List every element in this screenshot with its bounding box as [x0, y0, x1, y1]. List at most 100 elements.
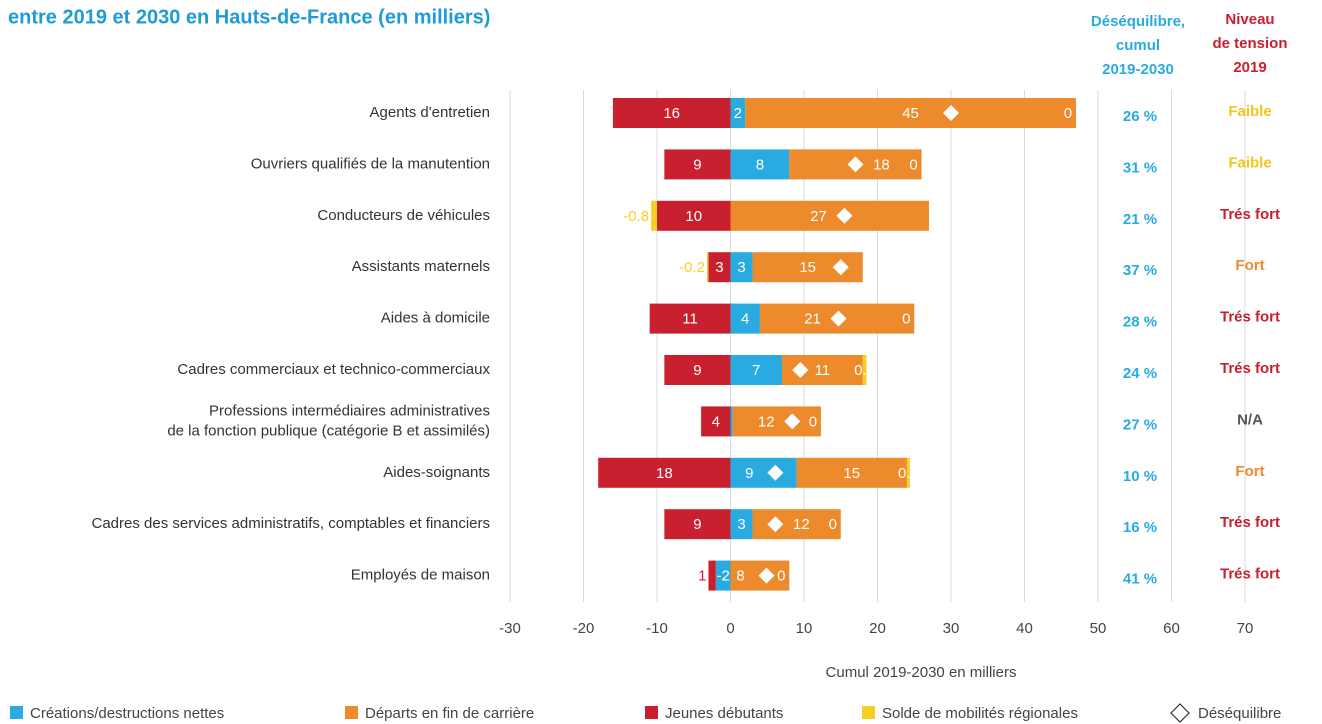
- bar-segment: [906, 457, 910, 488]
- imbalance-value: 10 %: [1123, 468, 1157, 485]
- data-label: 12: [793, 516, 810, 533]
- data-label: 9: [693, 362, 701, 379]
- data-label: 1: [698, 568, 706, 585]
- legend-swatch: [1170, 703, 1190, 723]
- data-label: 15: [799, 259, 816, 276]
- data-label: 3: [737, 516, 745, 533]
- data-label: 21: [804, 311, 821, 328]
- imbalance-marker: [836, 207, 853, 224]
- legend-label: Solde de mobilités régionales: [882, 705, 1078, 722]
- data-label: 3: [715, 259, 723, 276]
- chart-title: entre 2019 et 2030 en Hauts-de-France (e…: [8, 6, 490, 28]
- imbalance-marker: [847, 156, 864, 173]
- data-label: -0.8: [623, 208, 649, 225]
- tension-value: Fort: [1235, 463, 1264, 480]
- x-tick-label: 10: [796, 620, 813, 637]
- legend-label: Départs en fin de carrière: [365, 705, 534, 722]
- bar-segment: [752, 509, 841, 540]
- data-label: 0: [902, 311, 910, 328]
- data-label: -0.2: [679, 259, 705, 276]
- tension-value: Trés fort: [1220, 206, 1280, 223]
- y-tick-label: Cadres des services administratifs, comp…: [92, 515, 491, 532]
- bar-segment: [730, 457, 797, 488]
- y-tick-label: Agents d'entretien: [370, 104, 490, 121]
- tension-value: Fort: [1235, 257, 1264, 274]
- bar-segment: [701, 406, 731, 437]
- legend-label: Jeunes débutants: [665, 705, 783, 722]
- bar-segment: [651, 200, 657, 231]
- data-label: 16: [663, 105, 680, 122]
- data-label: 10: [685, 208, 702, 225]
- y-tick-label: Employés de maison: [351, 567, 490, 584]
- data-label: 0.5: [854, 362, 875, 379]
- imbalance-value: 26 %: [1123, 108, 1157, 125]
- bar-segment: [664, 149, 731, 180]
- imbalance-value: 27 %: [1123, 416, 1157, 433]
- data-label: 9: [693, 516, 701, 533]
- data-label: 0: [1064, 105, 1072, 122]
- imbalance-marker: [767, 516, 784, 533]
- data-label: 9: [693, 156, 701, 173]
- data-label: 0: [809, 413, 817, 430]
- tension-value: Trés fort: [1220, 566, 1280, 583]
- bar-segment: [730, 98, 746, 128]
- x-axis-label: Cumul 2019-2030 en milliers: [826, 664, 1017, 681]
- data-label: 3: [737, 259, 745, 276]
- imbalance-value: 28 %: [1123, 314, 1157, 331]
- bar-segment: [862, 355, 867, 385]
- y-tick-label: Aides à domicile: [381, 310, 490, 327]
- data-label: 8: [736, 568, 744, 585]
- imbalance-value: 16 %: [1123, 519, 1157, 536]
- y-tick-label: Cadres commerciaux et technico-commercia…: [177, 361, 490, 378]
- column-header: Déséquilibre,: [1091, 13, 1185, 30]
- x-tick-label: 70: [1237, 620, 1254, 637]
- data-label: 0.4: [898, 465, 919, 482]
- bar-segment: [706, 252, 709, 283]
- tension-value: Trés fort: [1220, 514, 1280, 531]
- data-label: 18: [656, 465, 673, 482]
- x-tick-label: 20: [869, 620, 886, 637]
- bar-segment: [730, 406, 733, 437]
- data-label: 27: [810, 208, 827, 225]
- y-tick-label: Professions intermédiaires administrativ…: [167, 402, 490, 439]
- imbalance-marker: [758, 567, 775, 584]
- data-label: 12: [758, 413, 775, 430]
- x-tick-label: -20: [573, 620, 595, 637]
- data-label: 11: [682, 311, 698, 328]
- data-label: 15: [843, 465, 860, 482]
- x-tick-label: -10: [646, 620, 668, 637]
- bar-segment: [730, 303, 760, 334]
- bar-segment: [730, 149, 790, 180]
- bar-segment: [732, 406, 821, 437]
- bar-segment: [745, 98, 1076, 128]
- column-header: Niveau: [1225, 11, 1274, 28]
- data-label: -2: [716, 568, 729, 585]
- bar-segment: [598, 457, 731, 488]
- bar-segment: [730, 200, 929, 231]
- data-label: 0: [777, 568, 785, 585]
- tension-value: Trés fort: [1220, 360, 1280, 377]
- y-tick-label: Ouvriers qualifiés de la manutention: [251, 155, 490, 172]
- y-tick-label: Aides-soignants: [383, 464, 490, 481]
- bar-segment: [664, 355, 731, 385]
- data-label: 4: [712, 413, 720, 430]
- bar-segment: [657, 200, 731, 231]
- data-label: 0: [909, 156, 917, 173]
- bar-segment: [708, 252, 731, 283]
- imbalance-marker: [792, 362, 809, 378]
- data-label: 2: [734, 105, 742, 122]
- legend-swatch: [345, 706, 358, 719]
- bar-segment: [730, 355, 782, 385]
- imbalance-value: 21 %: [1123, 211, 1157, 228]
- imbalance-marker: [943, 105, 959, 121]
- tension-value: Faible: [1228, 103, 1271, 120]
- data-label: 9: [745, 465, 753, 482]
- imbalance-marker: [830, 310, 847, 327]
- data-label: 7: [752, 362, 760, 379]
- column-header: 2019: [1233, 59, 1266, 76]
- bar-segment: [708, 560, 716, 591]
- column-header: de tension: [1212, 35, 1287, 52]
- x-tick-label: 50: [1090, 620, 1107, 637]
- bar-segment: [730, 252, 753, 283]
- y-tick-label: Assistants maternels: [352, 258, 490, 275]
